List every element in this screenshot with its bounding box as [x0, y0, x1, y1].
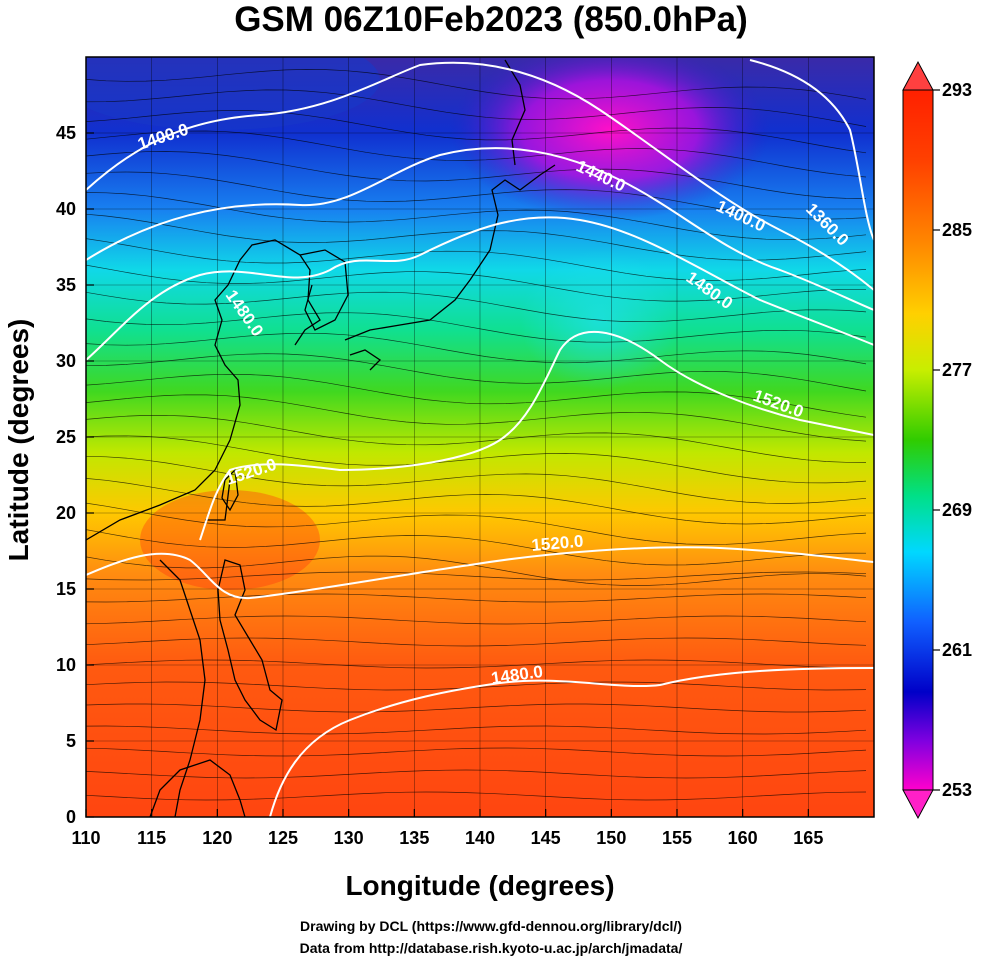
y-tick-label: 20: [56, 503, 76, 523]
x-tick-label: 110: [71, 828, 100, 848]
x-tick-label: 125: [268, 828, 298, 848]
wind-streamlines: [86, 69, 867, 801]
coast-indochina: [159, 559, 206, 817]
streamline: [86, 659, 867, 669]
x-axis-title: Longitude (degrees): [345, 870, 614, 901]
streamline: [86, 725, 867, 735]
colorbar-tick-label: 253: [942, 780, 972, 800]
y-tick-label: 0: [66, 807, 76, 827]
coast-korea: [299, 249, 349, 331]
y-tick-label: 5: [66, 731, 76, 751]
coast-borneo: [149, 759, 246, 817]
temperature-field: [86, 57, 874, 817]
x-tick-label: 155: [662, 828, 692, 848]
credit-data: Data from http://database.rish.kyoto-u.a…: [299, 940, 683, 956]
streamline: [86, 151, 867, 199]
contour-1480-north: [86, 216, 874, 361]
streamline: [86, 110, 867, 154]
contour-1520-south: [86, 546, 874, 600]
streamline: [86, 353, 867, 392]
streamline: [86, 529, 867, 566]
credit-drawing: Drawing by DCL (https://www.gfd-dennou.o…: [300, 918, 682, 934]
coastlines: [86, 59, 556, 817]
streamline: [86, 478, 867, 525]
streamline: [86, 747, 867, 757]
streamline: [86, 414, 867, 463]
contour-1360: [749, 59, 874, 241]
colorbar-tick-label: 269: [942, 500, 972, 520]
x-tick-label: 115: [137, 828, 166, 848]
streamline: [86, 89, 867, 127]
colorbar-tick-label: 285: [942, 220, 972, 240]
colorbar-upper-arrow: [902, 60, 934, 91]
y-tick-label: 45: [56, 123, 76, 143]
page-title: GSM 06Z10Feb2023 (850.0hPa): [234, 0, 748, 39]
x-tick-label: 165: [793, 828, 823, 848]
streamline: [86, 593, 867, 603]
y-tick-label: 40: [56, 199, 76, 219]
colorbar-tick-label: 293: [942, 80, 972, 100]
x-tick-label: 130: [334, 828, 364, 848]
streamline: [86, 769, 867, 779]
colorbar-ticks: 293 285 277 269 261 253: [933, 80, 972, 800]
streamline: [86, 571, 867, 581]
contour-label: 1520.0: [531, 532, 584, 555]
contour-1440: [86, 147, 874, 311]
streamline: [86, 703, 867, 713]
colorbar-lower-arrow: [902, 789, 934, 820]
colorbar-tick-label: 261: [942, 640, 972, 660]
streamline: [86, 637, 867, 647]
colorbar-tick-label: 277: [942, 360, 972, 380]
coast-china: [86, 239, 321, 541]
y-tick-label: 15: [56, 579, 76, 599]
x-tick-label: 120: [202, 828, 232, 848]
lat-lon-grid: [86, 57, 874, 817]
streamline: [86, 502, 867, 545]
y-axis: 0 5 10 15 20 25 30 35 40 45: [56, 123, 94, 827]
geopotential-contours: [86, 59, 874, 817]
x-tick-label: 145: [531, 828, 561, 848]
x-tick-label: 135: [399, 828, 429, 848]
coast-taiwan: [221, 468, 239, 512]
x-tick-label: 150: [596, 828, 626, 848]
streamline: [86, 312, 867, 343]
y-axis-title: Latitude (degrees): [3, 319, 34, 562]
streamline: [86, 171, 867, 220]
streamline: [86, 238, 867, 281]
streamline: [86, 192, 867, 241]
coast-philippines: [217, 559, 283, 732]
streamline: [86, 615, 867, 625]
y-tick-label: 30: [56, 351, 76, 371]
streamline: [86, 791, 867, 801]
contour-1400-north: [86, 61, 874, 291]
streamline: [86, 555, 867, 586]
x-tick-label: 160: [728, 828, 758, 848]
streamline: [86, 264, 866, 302]
streamline: [86, 455, 867, 504]
streamline: [86, 435, 867, 484]
contour-1520-north: [199, 330, 874, 541]
streamline: [86, 69, 867, 100]
y-tick-label: 25: [56, 427, 76, 447]
coast-japan: [344, 164, 556, 371]
streamline: [86, 394, 867, 442]
y-tick-label: 35: [56, 275, 76, 295]
streamline: [86, 373, 867, 418]
y-tick-label: 10: [56, 655, 76, 675]
colorbar: 293 285 277 269 261 253: [902, 60, 972, 820]
x-tick-label: 140: [465, 828, 495, 848]
streamline: [86, 130, 867, 178]
x-axis: 110 115 120 125 130 135 140 145 150 155 160 165: [71, 809, 823, 848]
colorbar-bar: [902, 89, 934, 791]
contour-1480-south: [269, 667, 874, 817]
